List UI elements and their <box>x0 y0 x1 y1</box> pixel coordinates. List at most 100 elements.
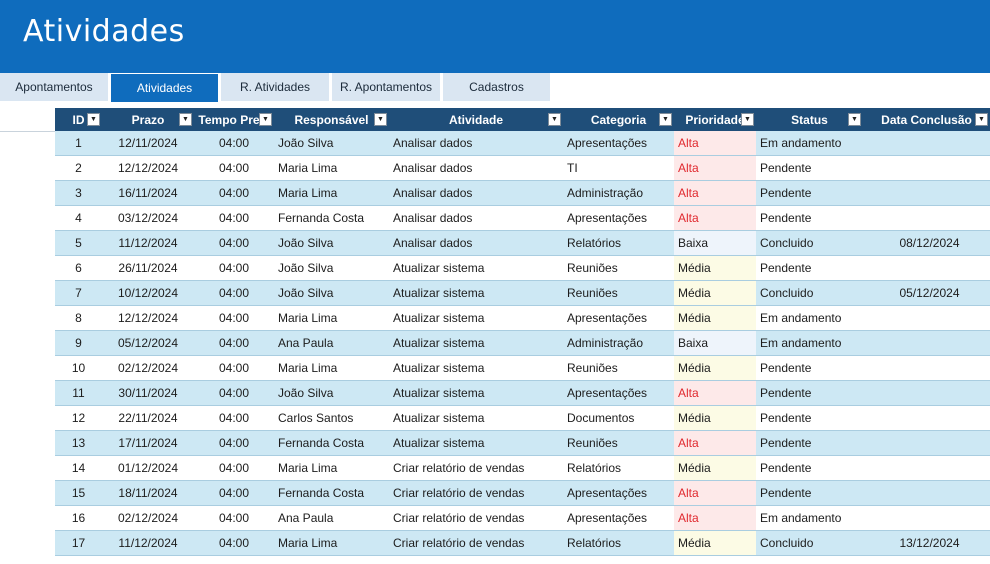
column-header-status[interactable]: Status ▼ <box>756 108 863 131</box>
cell-data-conclusao[interactable] <box>863 455 990 481</box>
cell-responsavel[interactable]: João Silva <box>274 255 389 281</box>
cell-atividade[interactable]: Atualizar sistema <box>389 380 563 406</box>
cell-responsavel[interactable]: João Silva <box>274 131 389 156</box>
cell-data-conclusao[interactable] <box>863 131 990 156</box>
table-row[interactable]: 14 01/12/2024 04:00 Maria Lima Criar relatór… <box>55 455 990 481</box>
tab-apontamentos[interactable]: Apontamentos <box>0 73 108 101</box>
cell-prioridade[interactable]: Alta <box>674 430 756 456</box>
cell-data-conclusao[interactable]: 13/12/2024 <box>863 530 990 556</box>
cell-prazo[interactable]: 12/11/2024 <box>102 131 194 156</box>
cell-responsavel[interactable]: Maria Lima <box>274 180 389 206</box>
cell-atividade[interactable]: Criar relatório de vendas <box>389 505 563 531</box>
cell-categoria[interactable]: Reuniões <box>563 355 674 381</box>
table-row[interactable]: 12 22/11/2024 04:00 Carlos Santos Atualizar … <box>55 405 990 431</box>
cell-prioridade[interactable]: Alta <box>674 205 756 231</box>
cell-prioridade[interactable]: Alta <box>674 505 756 531</box>
cell-categoria[interactable]: Apresentações <box>563 505 674 531</box>
cell-status[interactable]: Pendente <box>756 180 863 206</box>
cell-status[interactable]: Pendente <box>756 155 863 181</box>
cell-id[interactable]: 3 <box>55 180 102 206</box>
cell-data-conclusao[interactable]: 05/12/2024 <box>863 280 990 306</box>
filter-dropdown-icon[interactable]: ▼ <box>374 113 387 126</box>
cell-responsavel[interactable]: João Silva <box>274 230 389 256</box>
cell-status[interactable]: Em andamento <box>756 330 863 356</box>
cell-status[interactable]: Em andamento <box>756 131 863 156</box>
cell-data-conclusao[interactable] <box>863 405 990 431</box>
cell-tempo[interactable]: 04:00 <box>194 505 274 531</box>
table-row[interactable]: 10 02/12/2024 04:00 Maria Lima Atualizar sis… <box>55 355 990 381</box>
cell-id[interactable]: 12 <box>55 405 102 431</box>
cell-id[interactable]: 17 <box>55 530 102 556</box>
cell-id[interactable]: 8 <box>55 305 102 331</box>
cell-prioridade[interactable]: Média <box>674 455 756 481</box>
cell-data-conclusao[interactable] <box>863 330 990 356</box>
cell-prioridade[interactable]: Baixa <box>674 330 756 356</box>
cell-status[interactable]: Concluido <box>756 530 863 556</box>
cell-prioridade[interactable]: Média <box>674 355 756 381</box>
cell-status[interactable]: Pendente <box>756 480 863 506</box>
cell-prioridade[interactable]: Alta <box>674 155 756 181</box>
cell-prioridade[interactable]: Alta <box>674 131 756 156</box>
cell-atividade[interactable]: Criar relatório de vendas <box>389 455 563 481</box>
cell-prazo[interactable]: 02/12/2024 <box>102 505 194 531</box>
cell-categoria[interactable]: Reuniões <box>563 280 674 306</box>
cell-atividade[interactable]: Analisar dados <box>389 230 563 256</box>
column-header-atividade[interactable]: Atividade ▼ <box>389 108 563 131</box>
cell-responsavel[interactable]: Maria Lima <box>274 305 389 331</box>
cell-responsavel[interactable]: Fernanda Costa <box>274 480 389 506</box>
cell-tempo[interactable]: 04:00 <box>194 380 274 406</box>
cell-atividade[interactable]: Analisar dados <box>389 131 563 156</box>
filter-dropdown-icon[interactable]: ▼ <box>659 113 672 126</box>
cell-tempo[interactable]: 04:00 <box>194 305 274 331</box>
cell-categoria[interactable]: Relatórios <box>563 230 674 256</box>
cell-tempo[interactable]: 04:00 <box>194 355 274 381</box>
cell-prioridade[interactable]: Alta <box>674 180 756 206</box>
cell-prazo[interactable]: 05/12/2024 <box>102 330 194 356</box>
column-header-responsavel[interactable]: Responsável ▼ <box>274 108 389 131</box>
cell-categoria[interactable]: TI <box>563 155 674 181</box>
tab-cadastros[interactable]: Cadastros <box>443 73 550 101</box>
cell-prioridade[interactable]: Média <box>674 280 756 306</box>
cell-id[interactable]: 11 <box>55 380 102 406</box>
table-row[interactable]: 6 26/11/2024 04:00 João Silva Atualizar sist… <box>55 255 990 281</box>
tab-r-apontamentos[interactable]: R. Apontamentos <box>332 73 440 101</box>
tab-r-atividades[interactable]: R. Atividades <box>221 73 329 101</box>
cell-id[interactable]: 15 <box>55 480 102 506</box>
cell-tempo[interactable]: 04:00 <box>194 131 274 156</box>
cell-prioridade[interactable]: Média <box>674 305 756 331</box>
cell-prazo[interactable]: 12/12/2024 <box>102 155 194 181</box>
cell-id[interactable]: 7 <box>55 280 102 306</box>
cell-prazo[interactable]: 03/12/2024 <box>102 205 194 231</box>
cell-categoria[interactable]: Administração <box>563 180 674 206</box>
cell-responsavel[interactable]: Maria Lima <box>274 155 389 181</box>
cell-id[interactable]: 13 <box>55 430 102 456</box>
cell-data-conclusao[interactable] <box>863 255 990 281</box>
cell-prioridade[interactable]: Alta <box>674 480 756 506</box>
cell-status[interactable]: Pendente <box>756 255 863 281</box>
cell-prazo[interactable]: 22/11/2024 <box>102 405 194 431</box>
cell-categoria[interactable]: Apresentações <box>563 305 674 331</box>
cell-data-conclusao[interactable] <box>863 480 990 506</box>
cell-status[interactable]: Em andamento <box>756 305 863 331</box>
filter-dropdown-icon[interactable]: ▼ <box>179 113 192 126</box>
cell-atividade[interactable]: Atualizar sistema <box>389 280 563 306</box>
cell-responsavel[interactable]: Fernanda Costa <box>274 205 389 231</box>
filter-dropdown-icon[interactable]: ▼ <box>975 113 988 126</box>
cell-tempo[interactable]: 04:00 <box>194 530 274 556</box>
column-header-tempo[interactable]: Tempo Previ ▼ <box>194 108 274 131</box>
cell-prazo[interactable]: 01/12/2024 <box>102 455 194 481</box>
cell-id[interactable]: 1 <box>55 131 102 156</box>
cell-status[interactable]: Pendente <box>756 380 863 406</box>
cell-prazo[interactable]: 12/12/2024 <box>102 305 194 331</box>
table-row[interactable]: 2 12/12/2024 04:00 Maria Lima Analisar dados… <box>55 155 990 181</box>
table-row[interactable]: 4 03/12/2024 04:00 Fernanda Costa Analisar d… <box>55 205 990 231</box>
cell-responsavel[interactable]: Maria Lima <box>274 355 389 381</box>
cell-atividade[interactable]: Atualizar sistema <box>389 430 563 456</box>
cell-atividade[interactable]: Analisar dados <box>389 180 563 206</box>
cell-data-conclusao[interactable] <box>863 355 990 381</box>
column-header-id[interactable]: ID ▼ <box>55 108 102 131</box>
table-row[interactable]: 16 02/12/2024 04:00 Ana Paula Criar relatóri… <box>55 505 990 531</box>
cell-data-conclusao[interactable] <box>863 155 990 181</box>
cell-status[interactable]: Pendente <box>756 455 863 481</box>
cell-status[interactable]: Pendente <box>756 355 863 381</box>
